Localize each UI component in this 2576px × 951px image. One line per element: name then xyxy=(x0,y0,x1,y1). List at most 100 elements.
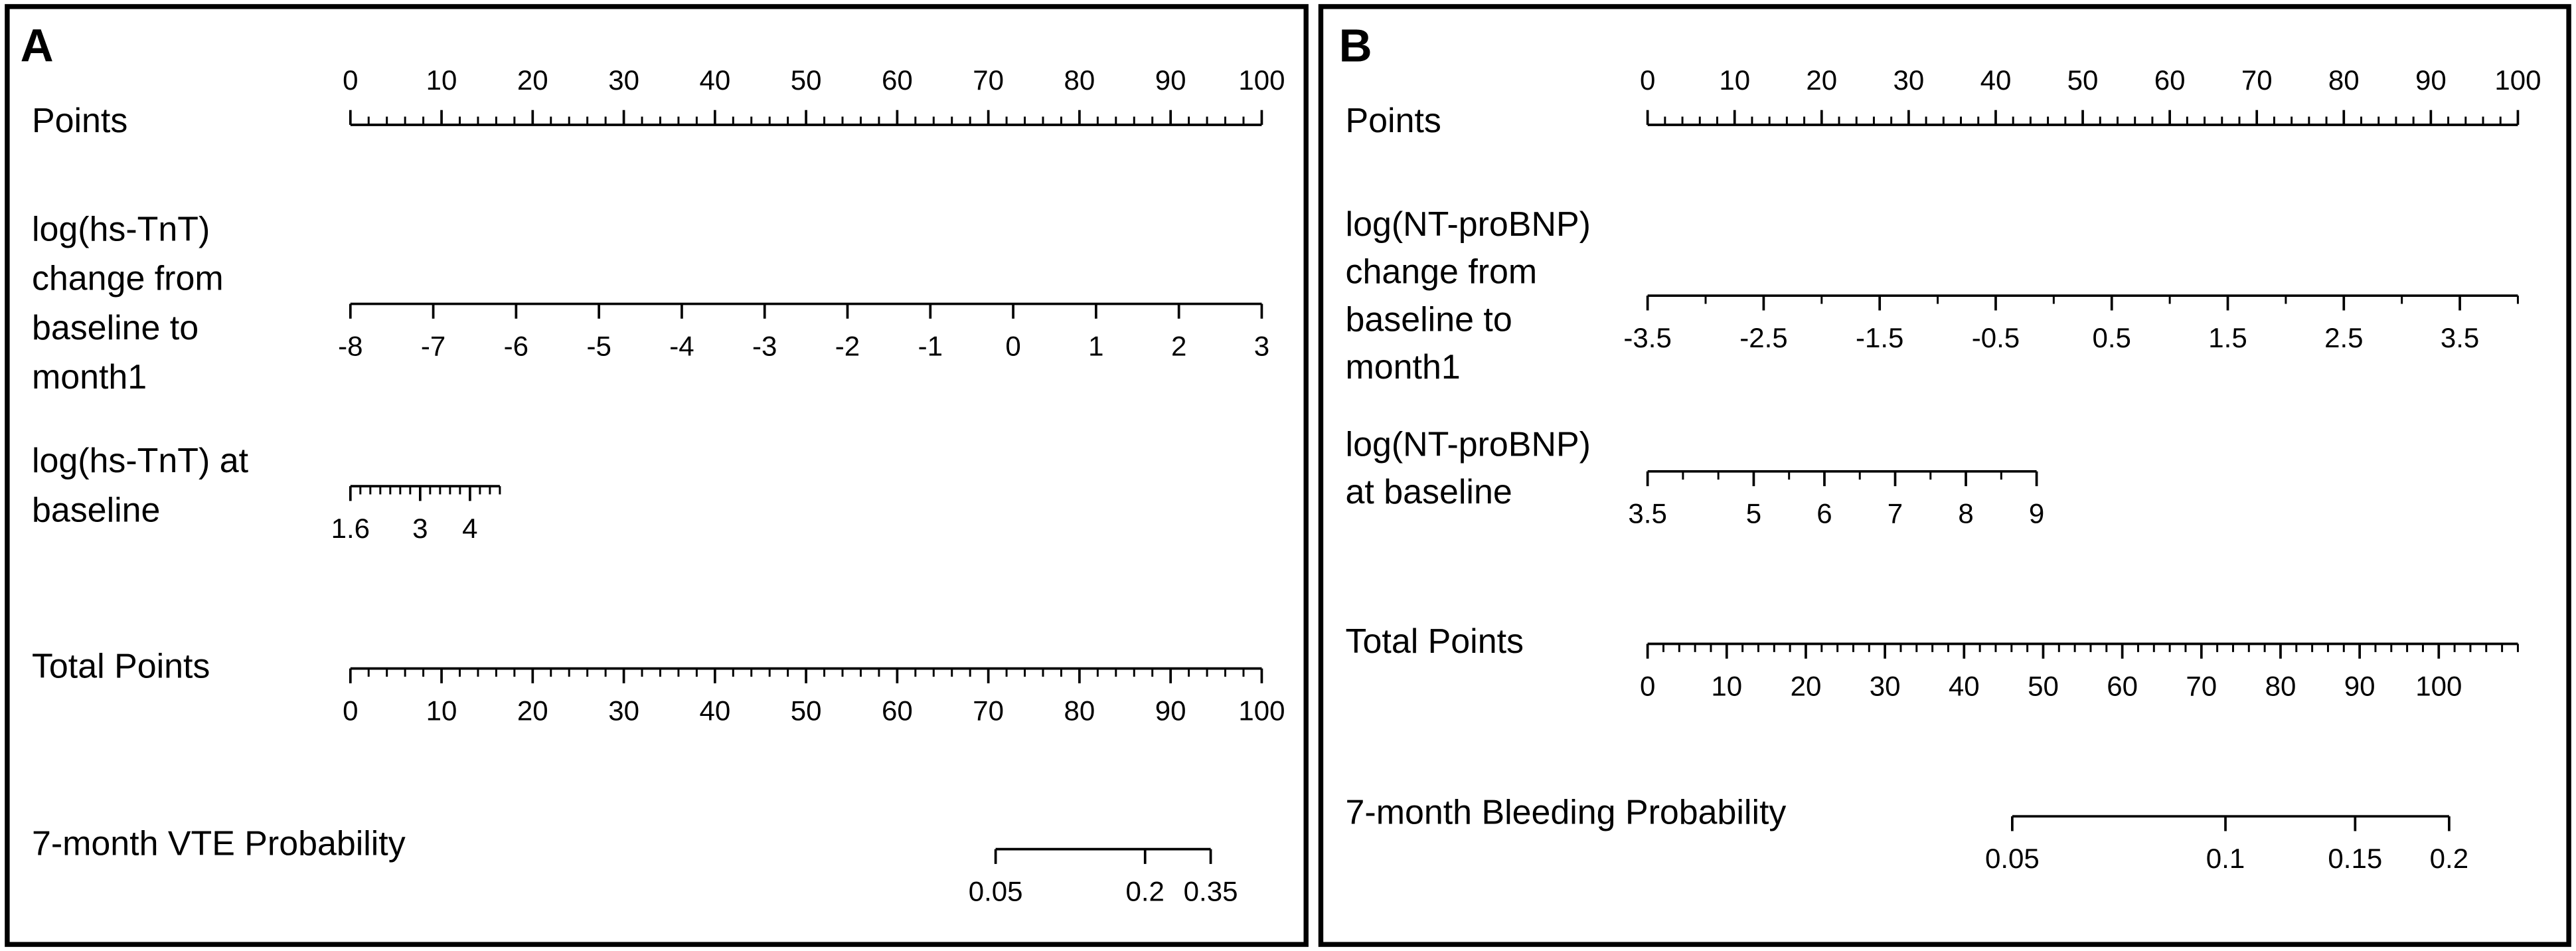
scale-name: baseline to xyxy=(1346,300,1512,339)
tick-label: 5 xyxy=(1746,498,1761,529)
tick-label: 90 xyxy=(1155,695,1186,726)
tick-label: 10 xyxy=(1719,64,1750,96)
tick-label: 100 xyxy=(2415,670,2462,701)
scale-name: change from xyxy=(1346,253,1538,292)
tick-label: 2.5 xyxy=(2324,322,2363,353)
scale-name: baseline xyxy=(32,491,160,529)
tick-label: 8 xyxy=(1958,498,1973,529)
tick-label: -4 xyxy=(669,330,694,361)
tick-label: 100 xyxy=(2494,64,2541,96)
tick-label: 0 xyxy=(1640,64,1655,96)
tick-label: 70 xyxy=(973,64,1004,96)
tick-label: 1.6 xyxy=(331,513,370,544)
scale-name: month1 xyxy=(32,358,147,396)
tick-label: 20 xyxy=(1791,670,1822,701)
tick-label: 9 xyxy=(2029,498,2044,529)
panel-letter: A xyxy=(21,19,54,71)
tick-label: -1.5 xyxy=(1856,322,1903,353)
tick-label: 40 xyxy=(699,64,730,96)
scale-name: log(hs-TnT) at xyxy=(32,442,249,480)
tick-label: 80 xyxy=(1064,695,1095,726)
tick-label: 7 xyxy=(1888,498,1903,529)
tick-label: 20 xyxy=(517,64,548,96)
tick-label: 3 xyxy=(1254,330,1269,361)
tick-label: 0.2 xyxy=(1126,876,1165,907)
tick-label: 0 xyxy=(343,695,358,726)
scale-name: 7-month Bleeding Probability xyxy=(1346,793,1787,831)
tick-label: 90 xyxy=(2344,670,2375,701)
tick-label: -3 xyxy=(752,330,777,361)
tick-label: -8 xyxy=(338,330,362,361)
tick-label: 30 xyxy=(608,64,639,96)
tick-label: 80 xyxy=(1064,64,1095,96)
tick-label: 90 xyxy=(2415,64,2447,96)
scale-name: log(NT-proBNP) xyxy=(1346,205,1591,244)
panel-letter: B xyxy=(1339,19,1372,71)
tick-label: 0.35 xyxy=(1184,876,1238,907)
tick-label: 1 xyxy=(1088,330,1103,361)
tick-label: 3.5 xyxy=(2441,322,2479,353)
tick-label: 80 xyxy=(2265,670,2296,701)
scale-name: Total Points xyxy=(1346,622,1524,661)
tick-label: 30 xyxy=(1870,670,1901,701)
scale-name: log(hs-TnT) xyxy=(32,210,210,248)
tick-label: 0.05 xyxy=(1985,843,2040,874)
tick-label: 10 xyxy=(1711,670,1742,701)
tick-label: 0 xyxy=(1005,330,1020,361)
scale-name: baseline to xyxy=(32,309,199,347)
tick-label: 50 xyxy=(791,64,822,96)
tick-label: 0.15 xyxy=(2328,843,2382,874)
tick-label: 0.5 xyxy=(2093,322,2131,353)
scale-name: 7-month VTE Probability xyxy=(32,824,406,863)
tick-label: 0 xyxy=(343,64,358,96)
tick-label: 50 xyxy=(791,695,822,726)
tick-label: 60 xyxy=(882,695,913,726)
tick-label: 4 xyxy=(462,513,477,544)
tick-label: 70 xyxy=(973,695,1004,726)
tick-label: 60 xyxy=(2154,64,2186,96)
tick-label: 10 xyxy=(426,64,457,96)
scale-name: Points xyxy=(1346,102,1441,140)
tick-label: 20 xyxy=(517,695,548,726)
tick-label: 0.05 xyxy=(969,876,1023,907)
tick-label: 60 xyxy=(882,64,913,96)
tick-label: 0.2 xyxy=(2430,843,2468,874)
tick-label: -5 xyxy=(586,330,611,361)
tick-label: 50 xyxy=(2028,670,2059,701)
tick-label: 90 xyxy=(1155,64,1186,96)
scale-name: log(NT-proBNP) xyxy=(1346,425,1591,464)
tick-label: 20 xyxy=(1806,64,1837,96)
tick-label: 100 xyxy=(1238,64,1285,96)
tick-label: 70 xyxy=(2241,64,2273,96)
tick-label: 2 xyxy=(1171,330,1186,361)
scale-name: change from xyxy=(32,260,224,298)
tick-label: 10 xyxy=(426,695,457,726)
tick-label: 60 xyxy=(2107,670,2138,701)
tick-label: -2 xyxy=(835,330,860,361)
scale-name: month1 xyxy=(1346,348,1461,387)
tick-label: 50 xyxy=(2067,64,2099,96)
tick-label: 0 xyxy=(1640,670,1655,701)
tick-label: -2.5 xyxy=(1739,322,1787,353)
tick-label: -6 xyxy=(504,330,528,361)
tick-label: 70 xyxy=(2186,670,2217,701)
scale-name: Total Points xyxy=(32,647,210,685)
tick-label: 40 xyxy=(699,695,730,726)
tick-label: -3.5 xyxy=(1623,322,1671,353)
tick-label: 40 xyxy=(1980,64,2012,96)
tick-label: 30 xyxy=(608,695,639,726)
tick-label: -0.5 xyxy=(1972,322,2020,353)
tick-label: 30 xyxy=(1893,64,1924,96)
tick-label: 80 xyxy=(2328,64,2360,96)
tick-label: 1.5 xyxy=(2208,322,2247,353)
tick-label: 3.5 xyxy=(1628,498,1666,529)
tick-label: 3 xyxy=(412,513,428,544)
tick-label: 6 xyxy=(1816,498,1832,529)
tick-label: 40 xyxy=(1949,670,1980,701)
scale-name: at baseline xyxy=(1346,473,1512,511)
panel-border xyxy=(1318,4,2571,947)
tick-label: -7 xyxy=(421,330,445,361)
scale-name: Points xyxy=(32,102,127,140)
